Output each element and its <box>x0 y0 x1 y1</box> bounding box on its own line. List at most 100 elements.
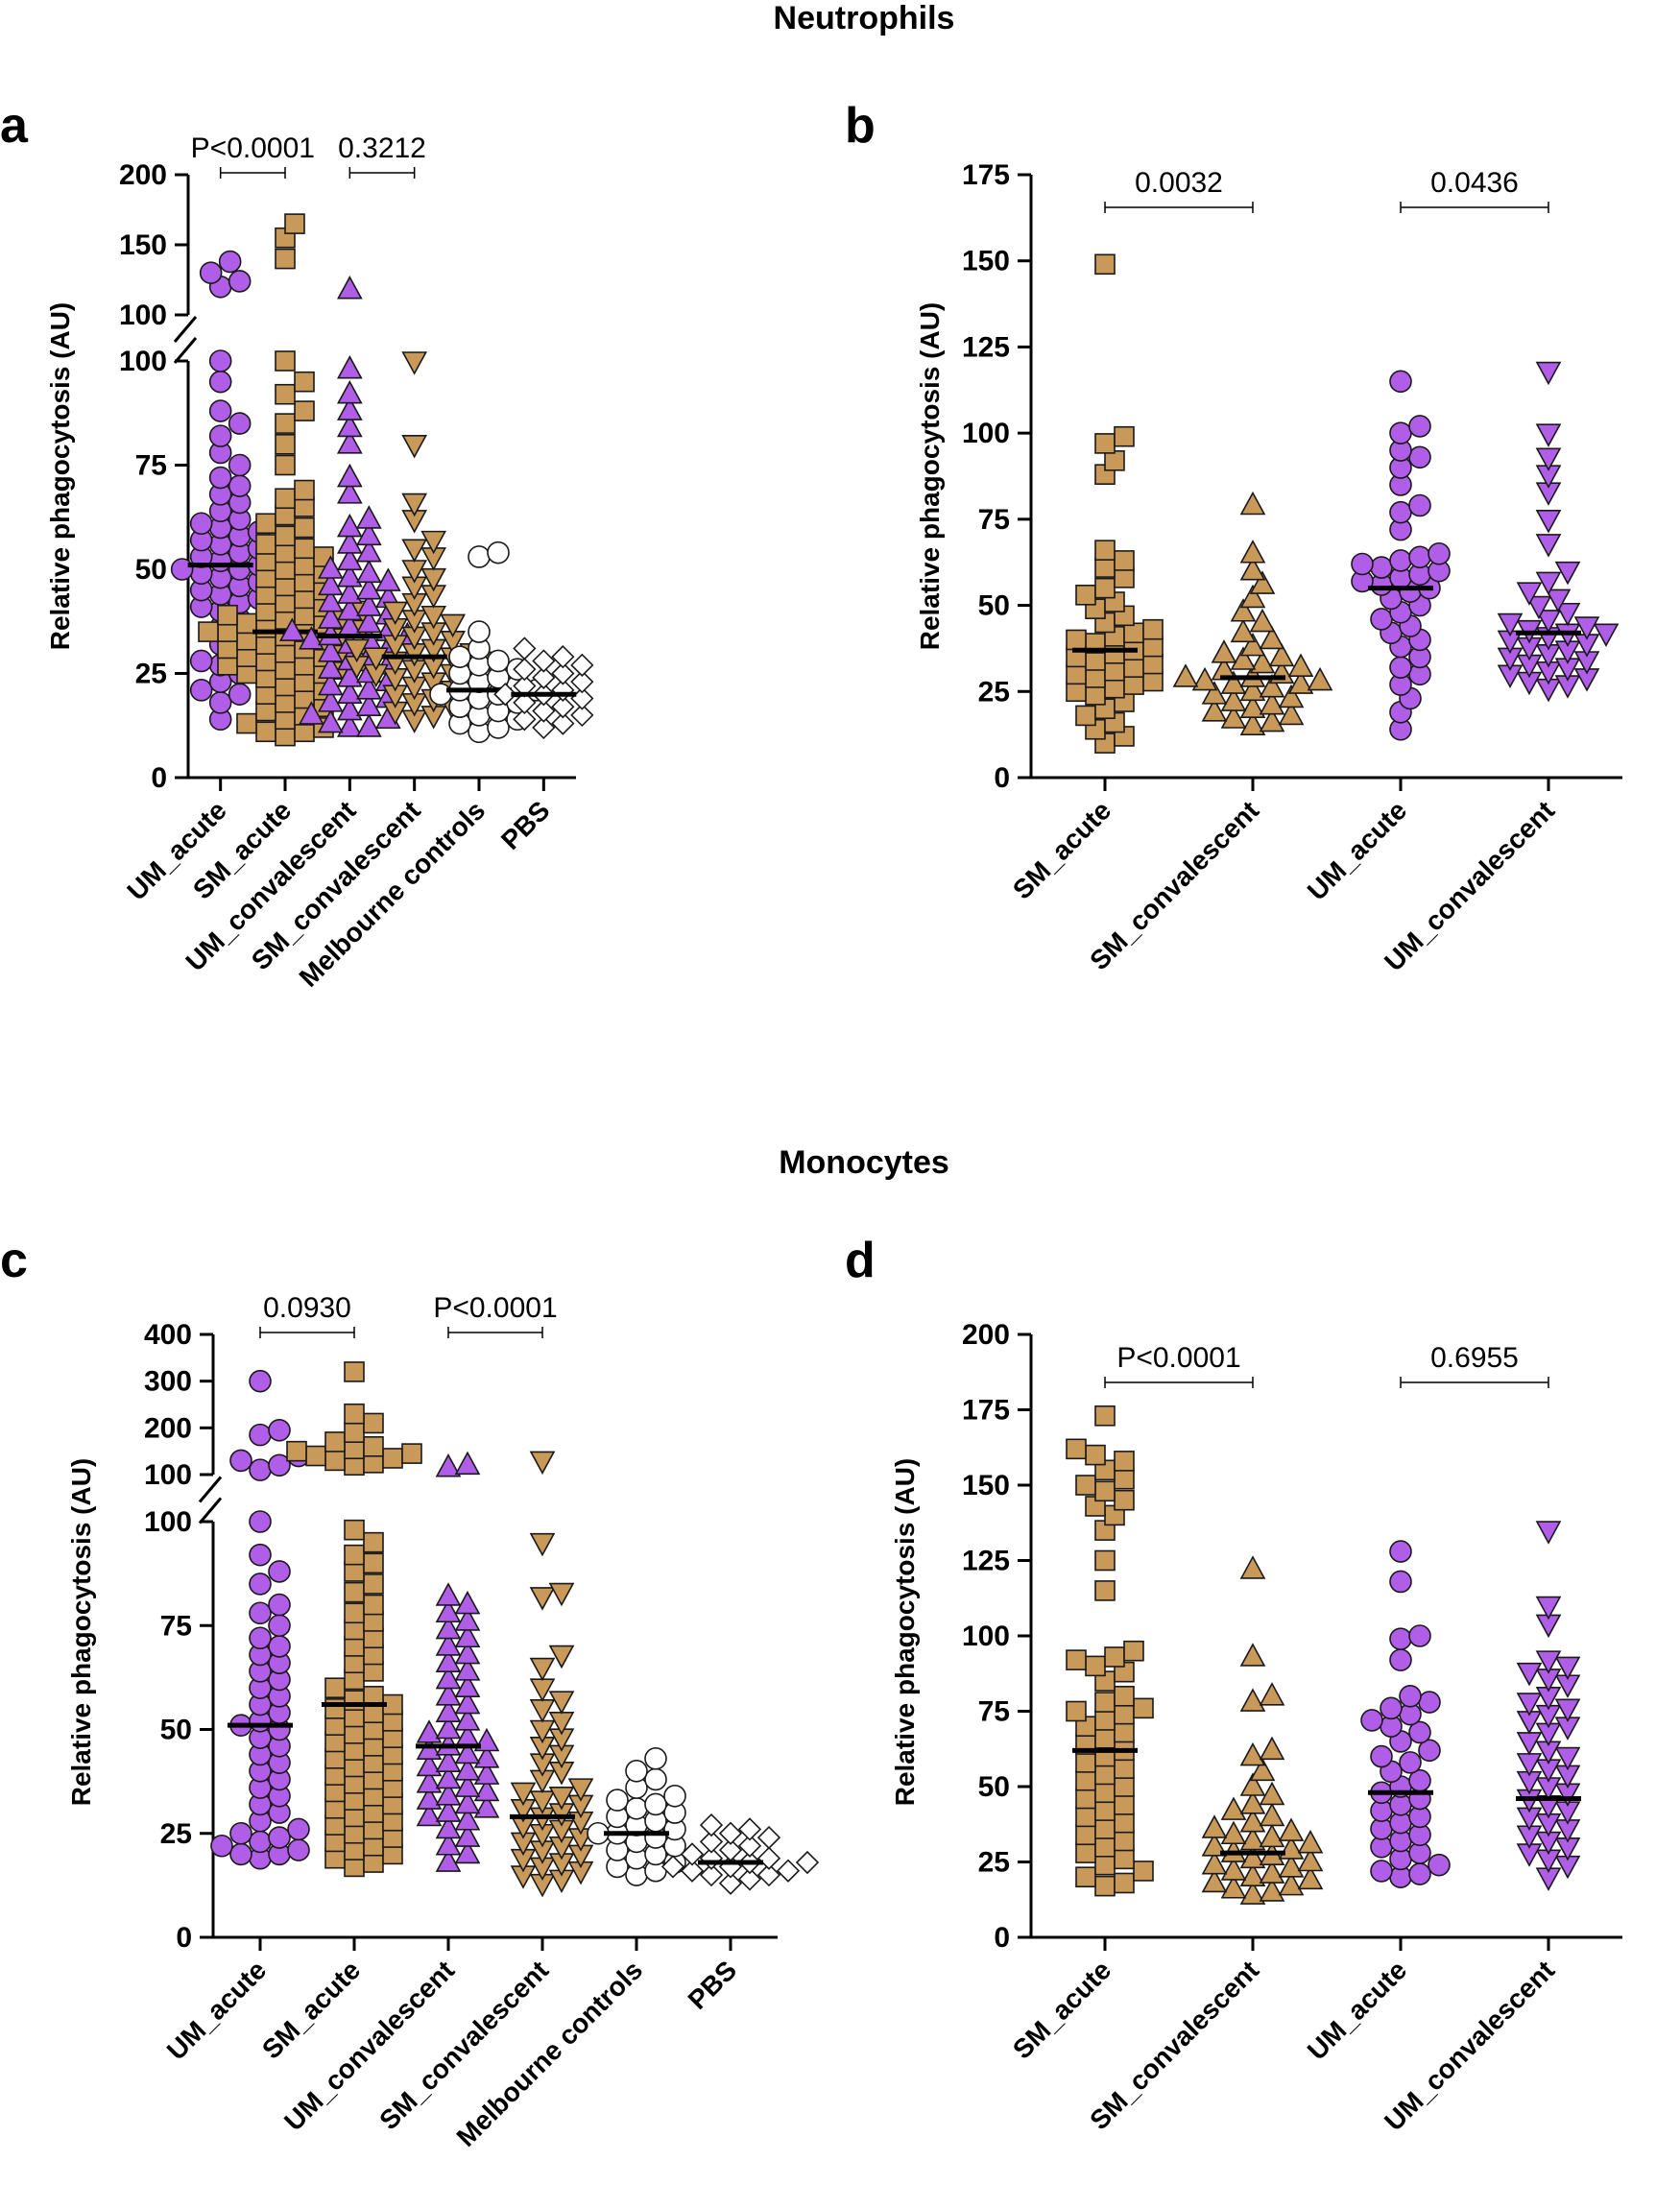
comparison-bracket: 0.0930 <box>259 1292 355 1338</box>
y-tick-label: 0 <box>994 762 1010 794</box>
comparison-bracket: 0.0032 <box>1104 167 1254 213</box>
data-point <box>699 1813 724 1837</box>
y-tick-label: 50 <box>978 1771 1010 1803</box>
data-point <box>286 1440 307 1462</box>
data-point <box>1408 415 1431 438</box>
data-point <box>1191 666 1218 691</box>
series-um-convalescent <box>278 276 420 737</box>
data-point <box>382 601 409 626</box>
data-point <box>1239 1826 1266 1851</box>
y-axis-label: Relative phagocytosis (AU) <box>890 1458 920 1807</box>
data-point <box>208 370 232 394</box>
data-point <box>268 1593 291 1617</box>
data-point <box>737 1817 762 1841</box>
data-point <box>1201 698 1228 722</box>
x-tick-label-sm-convalescent: SM_convalescent <box>1084 1955 1264 2135</box>
data-point <box>532 665 556 689</box>
y-tick-label: 0 <box>176 1922 192 1954</box>
data-point <box>249 1601 272 1625</box>
data-point <box>294 479 315 501</box>
data-point <box>1516 582 1543 606</box>
data-point <box>336 413 363 438</box>
data-point <box>1075 1788 1096 1810</box>
p-value-label: P<0.0001 <box>433 1292 557 1324</box>
series-sm-acute <box>1066 1405 1154 1897</box>
data-point <box>249 1830 272 1854</box>
data-point <box>1408 1862 1431 1885</box>
data-point <box>718 1821 743 1845</box>
data-point <box>336 596 363 621</box>
panel-letter-a: a <box>0 98 29 154</box>
data-point <box>493 683 517 707</box>
series-um-convalescent <box>416 1451 500 1872</box>
data-point <box>551 661 575 685</box>
comparison-bracket: 0.0436 <box>1400 167 1549 213</box>
data-point <box>1094 577 1116 599</box>
y-axis: 0 25 50 75 100 125 150 175 <box>962 159 1033 794</box>
data-point <box>454 1839 481 1864</box>
data-point <box>344 1422 365 1443</box>
data-point <box>344 1544 365 1566</box>
data-point <box>229 1821 252 1845</box>
data-point <box>1370 1860 1393 1883</box>
data-point <box>551 645 575 669</box>
y-tick-label: 75 <box>160 1610 192 1642</box>
data-point <box>189 679 213 702</box>
data-point <box>435 1682 462 1706</box>
data-point <box>1278 1871 1305 1896</box>
data-point <box>268 1418 291 1442</box>
data-point <box>1389 1570 1412 1594</box>
data-point <box>435 1748 462 1772</box>
data-point <box>1220 705 1247 729</box>
data-point <box>344 1581 365 1603</box>
data-point <box>454 1623 481 1648</box>
y-axis-label: Relative phagocytosis (AU) <box>915 302 945 651</box>
data-point <box>1085 1444 1106 1466</box>
data-point <box>1094 1875 1116 1897</box>
data-point <box>1220 670 1247 694</box>
data-point <box>1535 534 1562 558</box>
data-point <box>1085 1655 1106 1677</box>
y-axis: 0 25 50 75 100 100 150 200 <box>119 159 198 794</box>
data-point <box>420 530 447 555</box>
data-point <box>1239 1790 1266 1814</box>
data-point <box>317 655 344 679</box>
x-tick-label-sm-acute: SM_acute <box>1007 1955 1116 2064</box>
data-point <box>1094 1782 1116 1804</box>
data-point <box>324 1677 346 1698</box>
y-tick-label: 100 <box>962 1621 1010 1652</box>
data-point <box>275 248 296 270</box>
data-point <box>1123 622 1144 644</box>
data-point <box>336 380 363 404</box>
data-point <box>699 1862 724 1887</box>
panel-a: a 0 25 50 75 100 100 150 200 Relative phagocytos… <box>0 98 594 993</box>
data-point <box>317 671 344 696</box>
data-point <box>1094 1692 1116 1713</box>
data-point <box>1554 602 1581 627</box>
y-tick-label: 100 <box>119 300 167 331</box>
data-point <box>294 516 315 539</box>
data-point <box>1535 447 1562 471</box>
data-point <box>275 454 296 476</box>
data-point <box>336 564 363 588</box>
data-point <box>1123 674 1144 695</box>
p-value-label: 0.0930 <box>263 1292 351 1324</box>
data-point <box>756 1846 781 1870</box>
y-tick-label: 75 <box>978 1696 1010 1728</box>
data-point <box>228 453 252 477</box>
data-point <box>1220 687 1247 711</box>
data-point <box>401 1443 422 1464</box>
data-point <box>625 1796 648 1820</box>
data-point <box>275 383 296 405</box>
data-point <box>1239 1862 1266 1886</box>
data-point <box>278 617 305 641</box>
data-point <box>1220 1857 1247 1881</box>
data-point <box>454 1640 481 1665</box>
data-point <box>625 1760 648 1783</box>
section-title-monocytes: Monocytes <box>779 1144 949 1181</box>
data-point <box>454 1757 481 1781</box>
data-point <box>1123 1640 1144 1662</box>
data-point <box>336 276 363 300</box>
data-point <box>363 1412 384 1434</box>
series-um-acute <box>1360 1540 1451 1888</box>
